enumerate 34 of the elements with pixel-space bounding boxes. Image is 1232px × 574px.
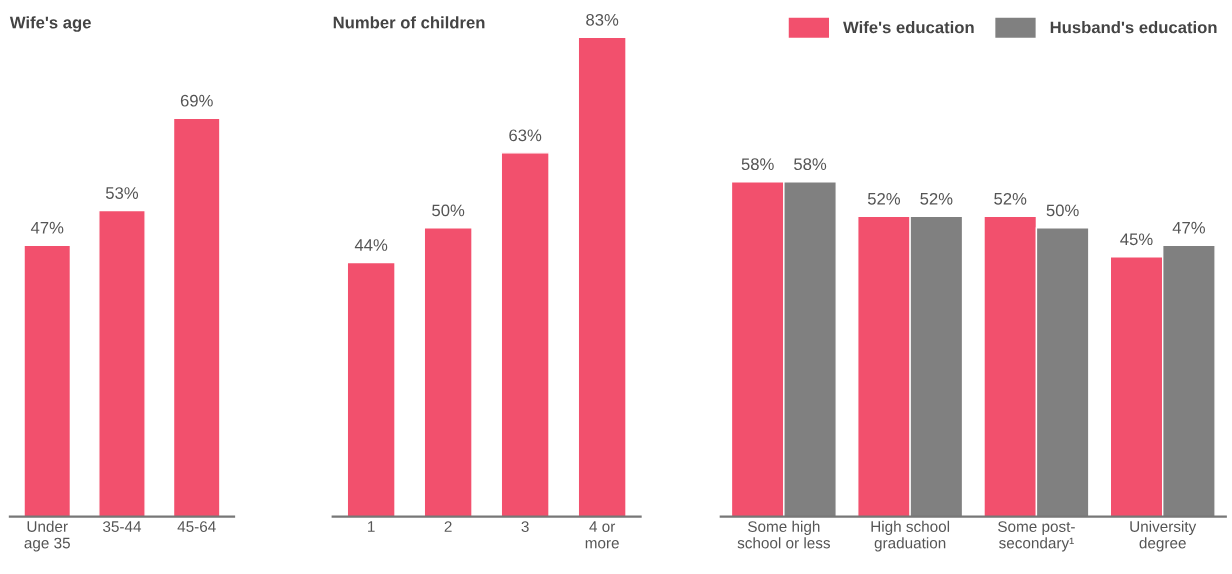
data-label: 52%	[994, 192, 1027, 205]
bar	[577, 36, 627, 517]
x-tick-label: 1	[368, 521, 375, 532]
data-label: 45%	[1120, 233, 1153, 246]
x-tick-label: High school graduation	[871, 520, 950, 552]
x-tick-label: University degree	[1130, 520, 1197, 552]
data-label: 52%	[920, 192, 953, 205]
bar	[346, 261, 396, 517]
data-label: 58%	[741, 158, 774, 171]
bar	[423, 227, 473, 517]
chart-title: Wife's age	[9, 16, 91, 32]
x-tick-label: 3	[521, 521, 529, 532]
data-label: 58%	[794, 158, 827, 171]
legend-label: Wife's education	[843, 21, 974, 34]
x-tick-label: 45-64	[177, 521, 216, 532]
x-tick-label: 4 or more	[585, 521, 619, 549]
data-label: 50%	[1046, 204, 1079, 217]
x-tick-label: Some high school or less	[737, 520, 831, 549]
data-label: 69%	[180, 94, 213, 107]
legend-label: Husband's education	[1050, 21, 1217, 34]
data-label: 63%	[509, 129, 542, 142]
data-label: 47%	[1172, 221, 1205, 234]
x-tick-label: 35-44	[103, 521, 142, 532]
data-label: 47%	[30, 221, 64, 234]
data-label: 53%	[105, 187, 139, 199]
chart-title: Number of children	[333, 16, 485, 29]
data-label: 44%	[354, 239, 388, 251]
bar	[500, 152, 550, 517]
x-tick-label: Under age 35	[24, 520, 70, 552]
data-label: 52%	[867, 192, 901, 205]
data-label: 83%	[586, 13, 619, 26]
x-tick-label: 2	[444, 521, 452, 532]
data-label: 50%	[432, 204, 465, 217]
x-tick-label: Some post- secondary¹	[998, 521, 1075, 552]
